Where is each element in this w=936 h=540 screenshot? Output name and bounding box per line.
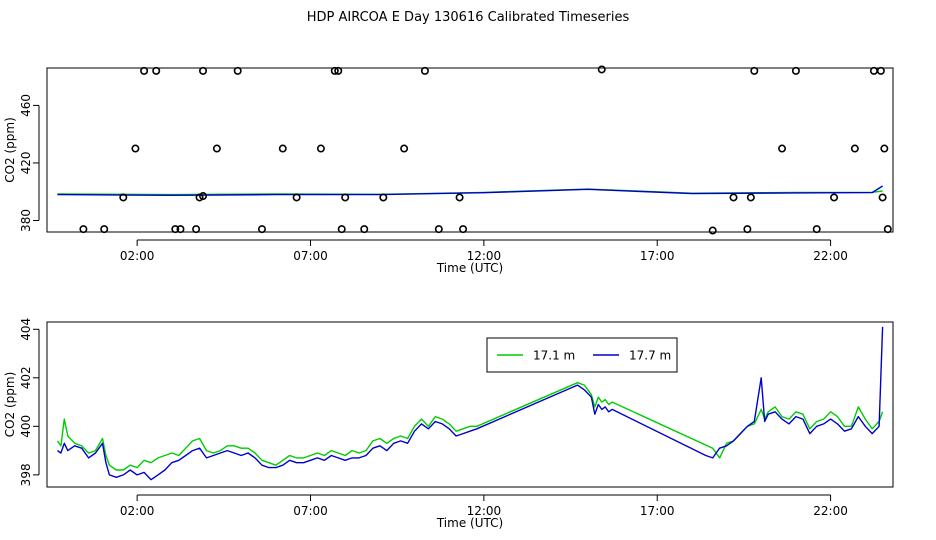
x-tick-label: 12:00 xyxy=(467,249,502,263)
y-tick-label: 460 xyxy=(19,94,33,117)
y-tick-label: 404 xyxy=(19,318,33,341)
plot-area xyxy=(56,326,884,481)
data-point xyxy=(878,193,887,202)
data-point xyxy=(420,66,429,75)
x-tick-label: 17:00 xyxy=(640,249,675,263)
data-point xyxy=(171,225,180,234)
x-axis-label: Time (UTC) xyxy=(436,261,503,275)
x-tick-label: 22:00 xyxy=(813,504,848,518)
data-point xyxy=(152,66,161,75)
data-point xyxy=(119,193,128,202)
data-point xyxy=(195,193,204,202)
data-point xyxy=(791,66,800,75)
x-axis-label: Time (UTC) xyxy=(436,516,503,530)
y-axis-label: CO2 (ppm) xyxy=(3,372,17,438)
y-tick-label: 420 xyxy=(19,151,33,174)
legend-label: 17.7 m xyxy=(629,349,671,363)
series-line-17-1-m xyxy=(56,382,884,471)
y-tick-label: 380 xyxy=(19,209,33,232)
data-point xyxy=(434,225,443,234)
data-point xyxy=(743,225,752,234)
data-point xyxy=(778,144,787,153)
data-point xyxy=(233,66,242,75)
data-point xyxy=(292,193,301,202)
x-tick-label: 02:00 xyxy=(120,249,155,263)
data-point xyxy=(812,225,821,234)
y-tick-label: 402 xyxy=(19,366,33,389)
data-point xyxy=(100,225,109,234)
data-point xyxy=(131,144,140,153)
data-point xyxy=(192,225,201,234)
data-point xyxy=(455,193,464,202)
data-point xyxy=(708,226,717,235)
data-point xyxy=(330,66,339,75)
data-point xyxy=(459,225,468,234)
data-point xyxy=(750,66,759,75)
plot-frame xyxy=(46,321,894,488)
data-point xyxy=(597,65,606,74)
data-point xyxy=(360,225,369,234)
plot-frame xyxy=(46,67,894,233)
data-point xyxy=(79,225,88,234)
data-point xyxy=(257,225,266,234)
legend-box xyxy=(486,337,678,373)
y-tick-label: 398 xyxy=(19,463,33,486)
data-point xyxy=(199,66,208,75)
series-line-17-7-m xyxy=(57,326,884,481)
data-point xyxy=(176,225,185,234)
data-point xyxy=(278,144,287,153)
data-point xyxy=(316,144,325,153)
x-tick-label: 17:00 xyxy=(640,504,675,518)
series-line-17-7-m xyxy=(57,185,883,197)
data-point xyxy=(876,66,885,75)
data-point xyxy=(337,225,346,234)
legend: 17.1 m 17.7 m xyxy=(486,337,678,373)
y-axis-label: CO2 (ppm) xyxy=(3,117,17,183)
x-tick-label: 07:00 xyxy=(293,504,328,518)
data-point xyxy=(880,144,889,153)
data-point xyxy=(400,144,409,153)
y-tick-label: 400 xyxy=(19,415,33,438)
legend-label: 17.1 m xyxy=(533,349,575,363)
x-tick-label: 02:00 xyxy=(120,504,155,518)
figure-title: HDP AIRCOA E Day 130616 Calibrated Times… xyxy=(307,10,630,25)
data-point xyxy=(379,193,388,202)
data-point xyxy=(869,66,878,75)
panel-top-all-points: 02:00 07:00 12:00 17:00 22:00 Time (UTC) 380 42… xyxy=(3,65,894,275)
data-point xyxy=(850,144,859,153)
data-point xyxy=(334,66,343,75)
x-tick-label: 22:00 xyxy=(813,249,848,263)
data-point xyxy=(883,225,892,234)
panel-bottom-zoomed: 02:00 07:00 12:00 17:00 22:00 Time (UTC) 398 40… xyxy=(3,318,894,530)
data-point xyxy=(729,193,738,202)
data-point xyxy=(830,193,839,202)
data-point xyxy=(140,66,149,75)
plot-area xyxy=(57,185,883,197)
x-tick-label: 07:00 xyxy=(293,249,328,263)
data-point xyxy=(746,193,755,202)
data-point xyxy=(341,193,350,202)
x-tick-label: 12:00 xyxy=(467,504,502,518)
data-point xyxy=(212,144,221,153)
